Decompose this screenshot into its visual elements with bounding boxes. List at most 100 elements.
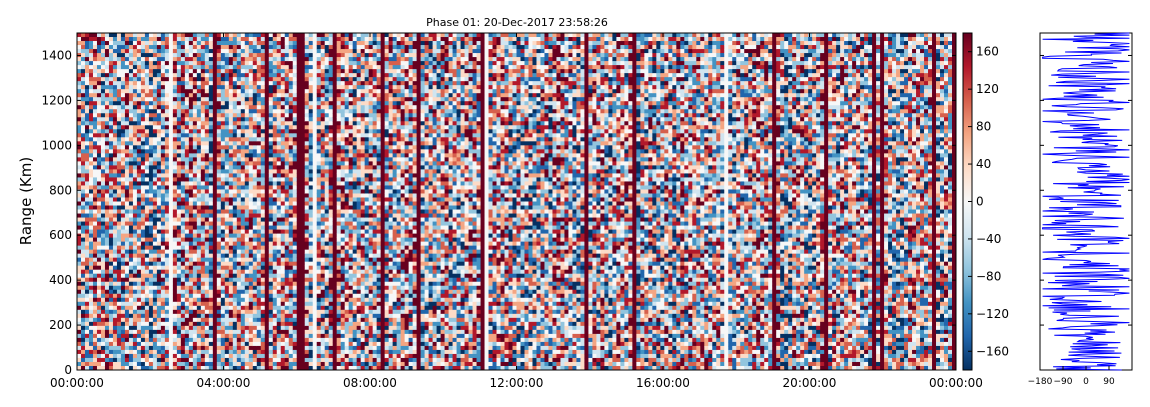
heatmap-cell (136, 353, 142, 359)
heatmap-cell (148, 85, 154, 90)
heatmap-cell (220, 77, 226, 82)
heatmap-cell (144, 93, 150, 98)
heatmap-cell (168, 245, 174, 251)
heatmap-cell (77, 129, 82, 134)
heatmap-cell (144, 357, 150, 363)
heatmap-cell (224, 329, 230, 335)
heatmap-cell (284, 357, 290, 363)
heatmap-cell (212, 149, 218, 154)
heatmap-cell (256, 173, 262, 178)
heatmap-cell (148, 353, 154, 359)
heatmap-cell (140, 349, 146, 355)
heatmap-cell (200, 253, 206, 259)
heatmap-cell (276, 309, 282, 315)
heatmap-cell (88, 309, 94, 315)
heatmap-cell (288, 225, 294, 230)
heatmap-cell (300, 301, 306, 307)
heatmap-cell (168, 133, 174, 138)
heatmap-cell (81, 353, 86, 359)
heatmap-cell (120, 365, 126, 371)
heatmap-cell (288, 321, 294, 327)
heatmap-cell (128, 173, 134, 178)
heatmap-cell (244, 261, 250, 267)
heatmap-cell (172, 297, 178, 303)
heatmap-cell (104, 165, 110, 170)
heatmap-cell (280, 117, 286, 122)
heatmap-cell (296, 325, 302, 331)
heatmap-cell (304, 249, 310, 255)
heatmap-cell (132, 353, 138, 359)
heatmap-cell (184, 225, 190, 230)
heatmap-cell (140, 353, 146, 359)
heatmap-cell (156, 349, 162, 355)
heatmap-cell (312, 161, 318, 166)
heatmap-cell (96, 153, 102, 158)
heatmap-cell (280, 237, 286, 243)
heatmap-cell (264, 181, 270, 186)
heatmap-cell (104, 293, 110, 299)
heatmap-cell (176, 157, 182, 162)
heatmap-cell (184, 241, 190, 247)
heatmap-cell (196, 137, 202, 142)
heatmap-cell (232, 193, 238, 198)
heatmap-cell (77, 45, 82, 50)
heatmap-cell (224, 269, 230, 275)
heatmap-cell (172, 349, 178, 355)
heatmap-cell (272, 73, 278, 78)
heatmap-cell (200, 193, 206, 198)
heatmap-cell (264, 149, 270, 154)
heatmap-cell (180, 257, 186, 263)
heatmap-cell (108, 125, 114, 130)
heatmap-cell (212, 317, 218, 323)
heatmap-cell (144, 257, 150, 263)
heatmap-cell (240, 281, 246, 287)
heatmap-cell (172, 209, 178, 214)
heatmap-cell (116, 129, 122, 134)
heatmap-cell (272, 281, 278, 287)
heatmap-cell (136, 81, 142, 86)
heatmap-cell (188, 289, 194, 295)
heatmap-cell (104, 333, 110, 339)
heatmap-cell (128, 161, 134, 166)
heatmap-cell (81, 77, 86, 82)
heatmap-cell (81, 365, 86, 371)
heatmap-cell (172, 313, 178, 319)
heatmap-cell (268, 177, 274, 182)
heatmap-cell (164, 257, 170, 263)
heatmap-cell (284, 45, 290, 50)
heatmap-cell (272, 233, 278, 239)
heatmap-cell (204, 213, 210, 218)
heatmap-cell (312, 105, 318, 110)
heatmap-cell (132, 73, 138, 78)
heatmap-cell (288, 193, 294, 198)
heatmap-cell (116, 125, 122, 130)
heatmap-cell (140, 129, 146, 134)
heatmap-cell (248, 337, 254, 343)
heatmap-cell (108, 229, 114, 234)
heatmap-cell (280, 253, 286, 259)
heatmap-cell (248, 181, 254, 186)
heatmap-cell (92, 37, 98, 42)
heatmap-cell (140, 121, 146, 126)
heatmap-cell (224, 289, 230, 295)
heatmap-cell (116, 317, 122, 323)
heatmap-cell (248, 265, 254, 271)
heatmap-cell (140, 329, 146, 335)
heatmap-cell (244, 189, 250, 194)
heatmap-cell (300, 289, 306, 295)
heatmap-cell (116, 297, 122, 303)
heatmap-cell (96, 97, 102, 102)
heatmap-cell (148, 237, 154, 243)
heatmap-cell (88, 149, 94, 154)
heatmap-cell (184, 93, 190, 98)
heatmap-cell (216, 325, 222, 331)
heatmap-cell (208, 257, 214, 263)
heatmap-cell (188, 201, 194, 206)
heatmap-cell (140, 81, 146, 86)
heatmap-cell (200, 321, 206, 327)
heatmap-cell (248, 353, 254, 359)
heatmap-cell (136, 193, 142, 198)
heatmap-cell (252, 201, 258, 206)
heatmap-cell (264, 281, 270, 287)
heatmap-cell (232, 81, 238, 86)
